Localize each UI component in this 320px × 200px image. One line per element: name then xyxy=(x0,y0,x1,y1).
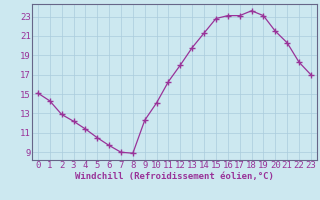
X-axis label: Windchill (Refroidissement éolien,°C): Windchill (Refroidissement éolien,°C) xyxy=(75,172,274,181)
